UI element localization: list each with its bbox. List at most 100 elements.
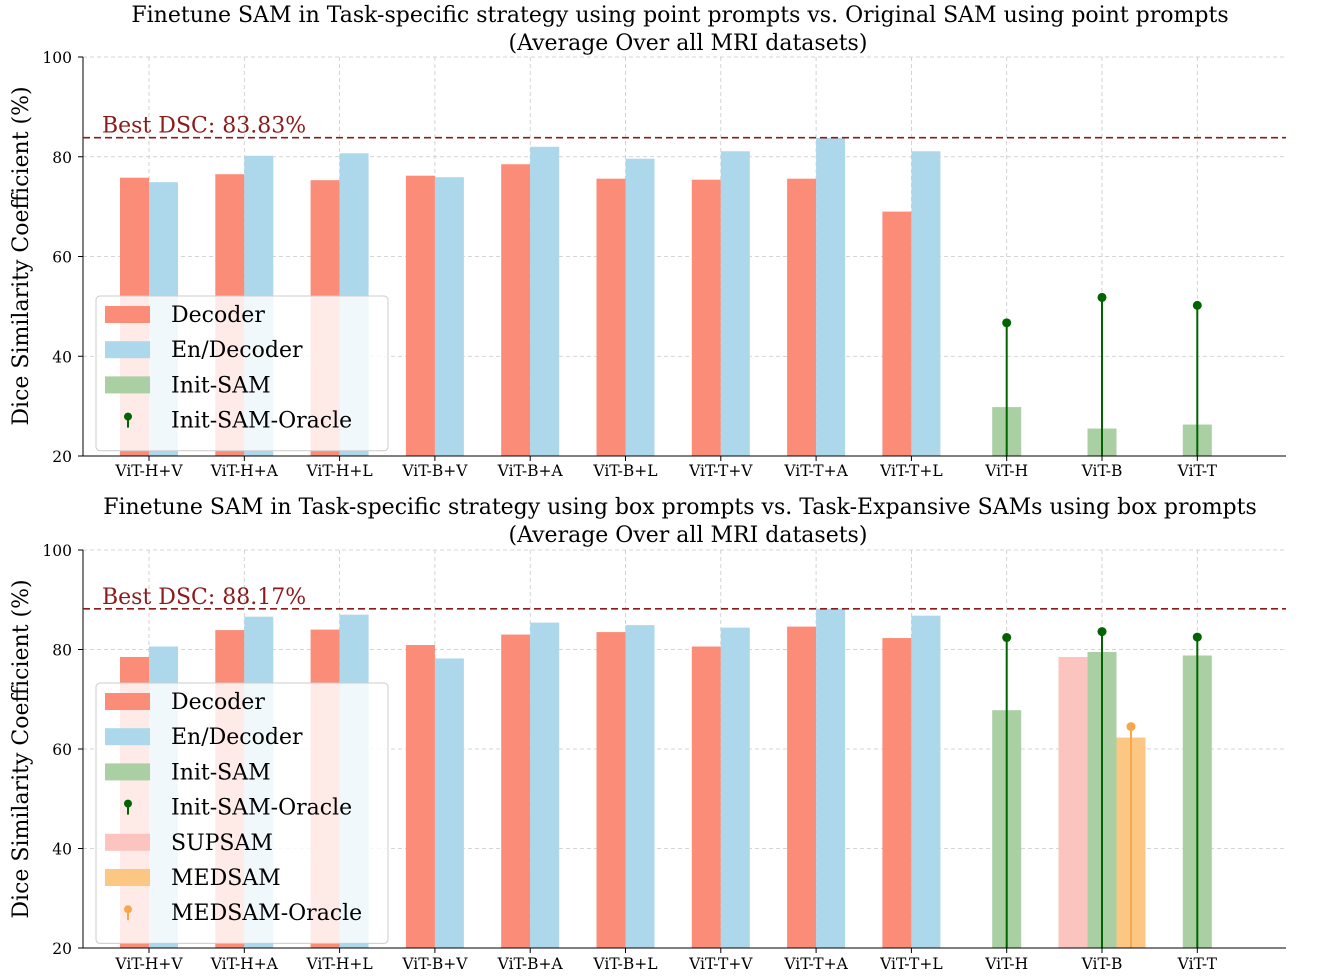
x-tick-label: ViT-H <box>984 462 1028 480</box>
bar-en-decoder <box>911 151 941 457</box>
bar-decoder <box>787 178 817 456</box>
legend: Decoder En/Decoder Init-SAM Init-SAM-Oracle… <box>95 682 389 944</box>
legend-label-medsam-oracle: MEDSAM-Oracle <box>171 901 362 926</box>
y-tick-label: 40 <box>52 841 72 859</box>
stem-marker-medsam-oracle <box>1126 722 1136 732</box>
bar-decoder <box>691 646 721 948</box>
bar-decoder <box>691 179 721 456</box>
x-tick-label: ViT-H+L <box>305 462 372 480</box>
bar-decoder <box>596 178 626 456</box>
bar-en-decoder <box>720 627 750 948</box>
bar-en-decoder <box>911 615 941 948</box>
x-tick-label: ViT-B <box>1081 955 1123 973</box>
legend-label-decoder: Decoder <box>171 303 265 328</box>
chart-subtitle: (Average Over all MRI datasets) <box>509 523 868 548</box>
stem-marker-init-sam-oracle <box>1002 318 1012 328</box>
legend-swatch-medsam-oracle <box>124 905 132 914</box>
y-tick-label: 20 <box>52 448 72 466</box>
legend-swatch-medsam <box>105 869 150 886</box>
bar-en-decoder <box>720 151 750 457</box>
bar-en-decoder <box>625 158 655 456</box>
x-tick-label: ViT-H+A <box>210 955 279 973</box>
bar-decoder <box>882 638 912 948</box>
legend-label-en-decoder: En/Decoder <box>171 338 303 363</box>
x-tick-label: ViT-B+A <box>497 955 564 973</box>
x-tick-label: ViT-T+L <box>879 955 943 973</box>
best-dsc-line: Best DSC: 83.83% <box>83 114 1286 139</box>
x-tick-label: ViT-H+V <box>114 955 183 973</box>
x-tick-label: ViT-B+L <box>592 462 657 480</box>
bar-decoder <box>405 645 435 948</box>
chart-title: Finetune SAM in Task-specific strategy u… <box>103 495 1257 520</box>
x-tick-label: ViT-B+A <box>497 462 564 480</box>
legend-swatch-init-sam <box>105 763 150 781</box>
y-tick-label: 60 <box>52 249 72 267</box>
y-tick-label: 100 <box>42 542 72 560</box>
bar-decoder <box>501 634 531 948</box>
x-tick-label: ViT-H+V <box>114 462 183 480</box>
axes: 20 40 60 80 100 ViT-H+V ViT-H+A ViT-H+L ViT-B+V V… <box>42 49 1286 480</box>
x-tick-label: ViT-B+V <box>401 462 468 480</box>
x-tick-label: ViT-T+A <box>783 955 848 973</box>
bar-decoder <box>596 632 626 948</box>
legend: Decoder En/Decoder Init-SAM Init-SAM-Oracle <box>95 295 389 452</box>
chart-panel-point-prompts: Finetune SAM in Task-specific strategy u… <box>9 3 1286 480</box>
stem-marker-init-sam-oracle <box>1002 633 1012 643</box>
bars <box>120 137 1212 457</box>
bar-en-decoder <box>530 146 560 456</box>
y-tick-label: 80 <box>52 149 72 167</box>
stem-marker-init-sam-oracle <box>1192 300 1202 310</box>
legend-label-init-sam-oracle: Init-SAM-Oracle <box>171 796 352 821</box>
bar-decoder <box>501 164 531 456</box>
stem-marker-init-sam-oracle <box>1097 627 1107 637</box>
x-tick-label: ViT-B+L <box>592 955 657 973</box>
x-tick-label: ViT-B+V <box>401 955 468 973</box>
x-tick-label: ViT-H+L <box>305 955 372 973</box>
y-axis-label: Dice Similarity Coefficient (%) <box>9 579 34 918</box>
legend-label-supsam: SUPSAM <box>171 831 273 856</box>
x-tick-label: ViT-H <box>984 955 1028 973</box>
y-axis-label: Dice Similarity Coefficient (%) <box>9 86 34 425</box>
bar-en-decoder <box>434 658 464 948</box>
stem-marker-init-sam-oracle <box>1192 632 1202 642</box>
x-tick-label: ViT-T+V <box>688 462 753 480</box>
legend-label-medsam: MEDSAM <box>171 866 281 891</box>
legend-label-init-sam: Init-SAM <box>171 760 271 785</box>
bar-decoder <box>405 175 435 456</box>
legend-label-decoder: Decoder <box>171 690 265 715</box>
bar-en-decoder <box>816 608 846 948</box>
legend-box <box>95 682 389 944</box>
bar-en-decoder <box>434 177 464 457</box>
bar-decoder <box>787 626 817 948</box>
legend-box <box>95 295 389 452</box>
legend-label-init-sam-oracle: Init-SAM-Oracle <box>171 409 352 434</box>
legend-swatch-supsam <box>105 833 150 851</box>
best-dsc-line: Best DSC: 88.17% <box>83 585 1286 610</box>
legend-swatch-en-decoder <box>105 341 150 359</box>
axes: 20 40 60 80 100 ViT-H+V ViT-H+A ViT-H+L ViT-B+V V… <box>42 542 1286 973</box>
best-dsc-label: Best DSC: 83.83% <box>102 114 306 139</box>
legend-swatch-en-decoder <box>105 728 150 746</box>
x-tick-label: ViT-B <box>1081 462 1123 480</box>
legend-label-init-sam: Init-SAM <box>171 373 271 398</box>
x-tick-label: ViT-H+A <box>210 462 279 480</box>
x-tick-label: ViT-T <box>1177 955 1218 973</box>
legend-swatch-init-sam-oracle <box>124 799 132 808</box>
y-tick-label: 60 <box>52 741 72 759</box>
x-tick-label: ViT-T+A <box>783 462 848 480</box>
chart-panel-box-prompts: Finetune SAM in Task-specific strategy u… <box>9 495 1286 973</box>
legend-label-en-decoder: En/Decoder <box>171 725 303 750</box>
bar-supsam <box>1058 656 1088 948</box>
legend-swatch-init-sam <box>105 376 150 394</box>
y-tick-label: 20 <box>52 940 72 958</box>
legend-swatch-decoder <box>105 306 150 323</box>
x-tick-label: ViT-T+L <box>879 462 943 480</box>
y-tick-label: 40 <box>52 348 72 366</box>
y-tick-label: 100 <box>42 49 72 67</box>
best-dsc-label: Best DSC: 88.17% <box>102 585 306 610</box>
legend-swatch-init-sam-oracle <box>124 412 132 421</box>
legend-swatch-decoder <box>105 693 150 710</box>
chart-subtitle: (Average Over all MRI datasets) <box>509 31 868 56</box>
x-tick-label: ViT-T <box>1177 462 1218 480</box>
